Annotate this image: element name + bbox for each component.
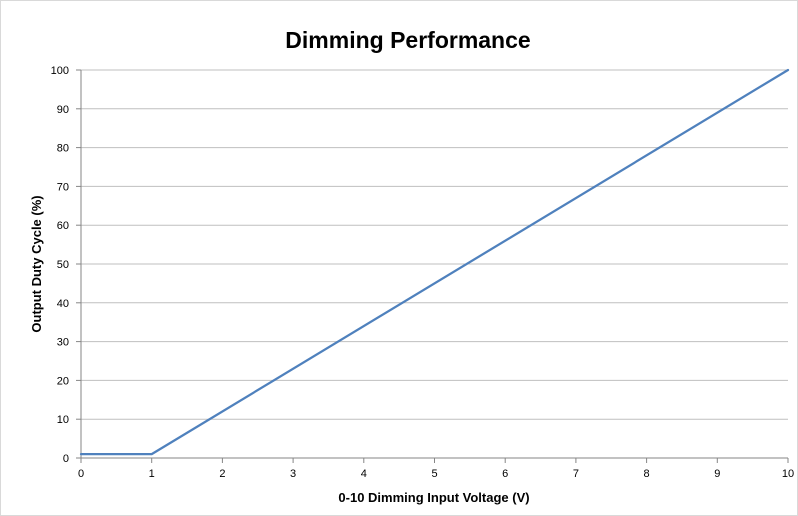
y-tick-label: 40 <box>57 298 69 310</box>
x-tick-labels: 0 1 2 3 4 5 6 7 8 9 10 <box>78 468 794 480</box>
x-tick-label: 4 <box>361 468 367 480</box>
y-axis-title: Output Duty Cycle (%) <box>29 195 44 332</box>
series-lines <box>79 68 790 456</box>
x-tick-label: 6 <box>502 468 508 480</box>
y-tick-label: 10 <box>57 414 69 426</box>
gridlines <box>81 69 788 420</box>
x-tick-label: 1 <box>149 468 155 480</box>
y-tick-label: 100 <box>51 65 69 77</box>
axes <box>76 69 789 463</box>
x-tick-label: 8 <box>644 468 650 480</box>
y-tick-label: 90 <box>57 104 69 116</box>
series-line <box>79 68 790 456</box>
y-tick-label: 80 <box>57 143 69 155</box>
y-tick-label: 50 <box>57 259 69 271</box>
x-tick-label: 7 <box>573 468 579 480</box>
x-tick-label: 2 <box>219 468 225 480</box>
y-tick-label: 0 <box>63 453 69 465</box>
x-tick-label: 3 <box>290 468 296 480</box>
x-tick-label: 10 <box>782 468 794 480</box>
chart-title: Dimming Performance <box>285 27 530 53</box>
y-tick-label: 60 <box>57 220 69 232</box>
y-tick-label: 20 <box>57 375 69 387</box>
x-tick-label: 9 <box>714 468 720 480</box>
x-tick-label: 5 <box>431 468 437 480</box>
y-tick-label: 70 <box>57 181 69 193</box>
y-tick-labels: 0 10 20 30 40 50 60 70 80 90 100 <box>51 65 69 465</box>
y-tick-label: 30 <box>57 337 69 349</box>
x-tick-label: 0 <box>78 468 84 480</box>
x-axis-title: 0-10 Dimming Input Voltage (V) <box>338 490 529 505</box>
